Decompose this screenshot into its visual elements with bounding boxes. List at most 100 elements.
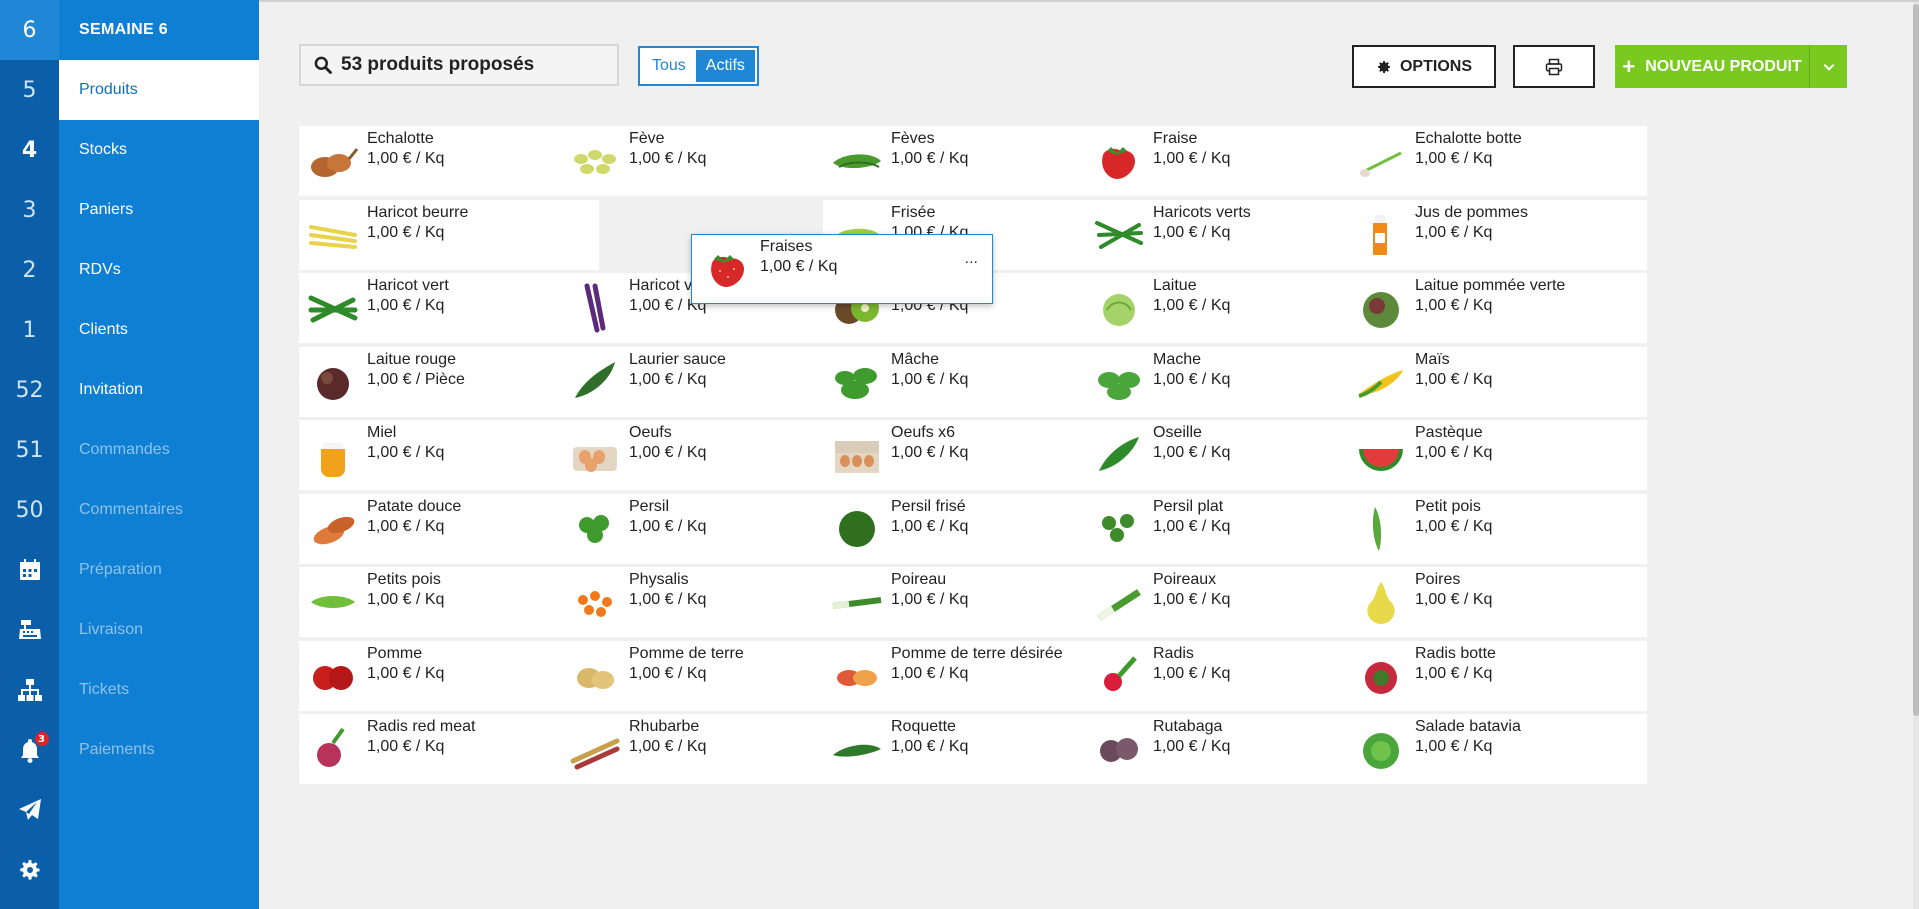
product-card[interactable]: Oeufs x6 1,00 € / Kq (823, 420, 1123, 490)
menu-item-livraison[interactable]: Livraison (79, 621, 144, 638)
product-name: Mâche (891, 350, 940, 368)
new-product-dropdown[interactable] (1809, 45, 1847, 88)
menu-item-commandes[interactable]: Commandes (79, 441, 170, 458)
rail-calendar-button[interactable] (0, 540, 59, 600)
rail-week-4[interactable]: 4 (0, 120, 59, 180)
product-card[interactable]: Laurier sauce 1,00 € / Kq (561, 346, 861, 417)
product-card[interactable]: Fraise 1,00 € / Kq (1085, 126, 1385, 196)
rail-week-5[interactable]: 5 (0, 60, 59, 120)
gear-icon (1377, 60, 1391, 73)
product-name: Haricot vert (367, 277, 449, 294)
product-card[interactable]: Petit pois 1,00 € / Kq (1347, 493, 1647, 564)
filter-active-button[interactable]: Actifs (695, 50, 755, 82)
rail-cash-register-button[interactable] (0, 600, 59, 660)
menu-item-invitation[interactable]: Invitation (79, 381, 144, 398)
rail-gear-button[interactable] (0, 840, 59, 900)
product-name: Patate douce (367, 497, 462, 515)
product-card[interactable]: Mache 1,00 € / Kq (1085, 346, 1385, 417)
rail-sitemap-button[interactable] (0, 660, 59, 720)
product-card[interactable]: Echalotte 1,00 € / Kq (299, 126, 599, 196)
product-card[interactable]: Echalotte botte 1,00 € / Kq (1347, 126, 1647, 196)
product-card[interactable]: Pomme de terre 1,00 € / Kq (561, 640, 861, 711)
arugula-icon (823, 714, 891, 784)
product-card[interactable]: Mâche 1,00 € / Kq (823, 346, 1123, 417)
rail-week-50[interactable]: 50 (0, 480, 59, 540)
product-card[interactable]: Radis botte 1,00 € / Kq (1347, 640, 1647, 711)
menu-item-clients[interactable]: Clients (79, 321, 128, 338)
product-price: 1,00 € / Kq (629, 664, 707, 682)
product-card[interactable]: Haricots verts 1,00 € / Kq (1085, 199, 1385, 270)
menu-item-tickets[interactable]: Tickets (79, 681, 130, 698)
product-card[interactable]: Rhubarbe 1,00 € / Kq (561, 714, 861, 784)
menu-item-pr-paration[interactable]: Préparation (79, 561, 162, 578)
menu-item-paniers[interactable]: Paniers (79, 201, 134, 218)
product-card[interactable]: Oseille 1,00 € / Kq (1085, 420, 1385, 490)
new-product-button[interactable]: + NOUVEAU PRODUIT (1615, 45, 1847, 88)
peas-icon (299, 567, 367, 637)
menu-item-commentaires[interactable]: Commentaires (79, 501, 184, 518)
menu-item-stocks[interactable]: Stocks (79, 141, 128, 158)
product-name: Persil (629, 497, 670, 515)
product-name: Rutabaga (1153, 718, 1223, 735)
product-card[interactable]: Laitue pommée verte 1,00 € / Kq (1347, 273, 1647, 343)
rail-bell-button[interactable]: 3 (0, 720, 59, 780)
green-lettuce-icon (1347, 273, 1415, 343)
rail-week-6[interactable]: 6 (0, 0, 59, 60)
scrollbar-thumb[interactable] (1913, 4, 1919, 716)
more-options-icon[interactable]: ... (964, 251, 978, 267)
rail-paper-plane-button[interactable] (0, 780, 59, 840)
corn-icon (1347, 347, 1415, 417)
dragged-product-card[interactable]: Fraises 1,00 € / Kq ... (691, 234, 993, 304)
product-card[interactable]: Radis red meat 1,00 € / Kq (299, 714, 599, 784)
product-card[interactable]: Oeufs 1,00 € / Kq (561, 420, 861, 490)
product-card[interactable]: Laitue rouge 1,00 € / Pièce (299, 346, 599, 417)
product-card[interactable]: Pastèque 1,00 € / Kq (1347, 420, 1647, 490)
product-card[interactable]: Persil plat 1,00 € / Kq (1085, 493, 1385, 564)
product-card[interactable]: Poireau 1,00 € / Kq (823, 567, 1123, 637)
print-button[interactable] (1513, 45, 1595, 88)
menu-item-paiements[interactable]: Paiements (79, 741, 155, 758)
product-card[interactable]: Haricot vert 1,00 € / Kq (299, 273, 599, 343)
filter-all-button[interactable]: Tous (652, 57, 686, 74)
product-price: 1,00 € / Kq (891, 738, 969, 755)
week-rail: 6 5 4 3 2 1 52 51 50 3 (0, 0, 59, 909)
product-card[interactable]: Pomme de terre désirée 1,00 € / Kq (823, 640, 1123, 711)
menu-item-rdvs[interactable]: RDVs (79, 261, 121, 278)
product-card[interactable]: Rutabaga 1,00 € / Kq (1085, 714, 1385, 784)
product-card[interactable]: Poireaux 1,00 € / Kq (1085, 567, 1385, 637)
product-card[interactable]: Laitue 1,00 € / Kq (1085, 273, 1385, 343)
product-card[interactable]: Poires 1,00 € / Kq (1347, 567, 1647, 637)
rail-week-52[interactable]: 52 (0, 360, 59, 420)
product-price: 1,00 € / Kq (1153, 664, 1231, 682)
rail-week-1[interactable]: 1 (0, 300, 59, 360)
product-card[interactable]: Persil frisé 1,00 € / Kq (823, 493, 1123, 564)
product-card[interactable]: Persil 1,00 € / Kq (561, 493, 861, 564)
product-name: Pomme (367, 644, 423, 662)
rhubarb-icon (561, 714, 629, 784)
product-card[interactable]: Haricot beurre 1,00 € / Kq (299, 199, 599, 270)
product-card[interactable]: Jus de pommes 1,00 € / Kq (1347, 199, 1647, 270)
product-card[interactable]: Fève 1,00 € / Kq (561, 126, 861, 196)
rail-week-2[interactable]: 2 (0, 240, 59, 300)
scrollbar[interactable] (1913, 2, 1919, 909)
search-input[interactable]: 53 produits proposés (299, 44, 619, 86)
product-card[interactable]: Petits pois 1,00 € / Kq (299, 567, 599, 637)
product-card[interactable]: Physalis 1,00 € / Kq (561, 567, 861, 637)
menu-item-produits[interactable]: Produits (59, 60, 259, 120)
honey-icon (299, 420, 367, 490)
product-card[interactable]: Roquette 1,00 € / Kq (823, 714, 1123, 784)
product-card[interactable]: Fèves 1,00 € / Kq (823, 126, 1123, 196)
product-card[interactable]: Pomme 1,00 € / Kq (299, 640, 599, 711)
product-card[interactable]: Radis 1,00 € / Kq (1085, 640, 1385, 711)
product-card[interactable]: Salade batavia 1,00 € / Kq (1347, 714, 1647, 784)
options-button[interactable]: OPTIONS (1352, 45, 1496, 88)
rail-week-3[interactable]: 3 (0, 180, 59, 240)
product-card[interactable]: Patate douce 1,00 € / Kq (299, 493, 599, 564)
product-name: Petit pois (1415, 497, 1481, 515)
options-label: OPTIONS (1399, 57, 1472, 75)
new-product-main[interactable]: + NOUVEAU PRODUIT (1615, 54, 1809, 80)
product-card[interactable]: Miel 1,00 € / Kq (299, 420, 599, 490)
product-name: Pomme de terre désirée (891, 644, 1063, 662)
rail-week-51[interactable]: 51 (0, 420, 59, 480)
product-card[interactable]: Maïs 1,00 € / Kq (1347, 346, 1647, 417)
